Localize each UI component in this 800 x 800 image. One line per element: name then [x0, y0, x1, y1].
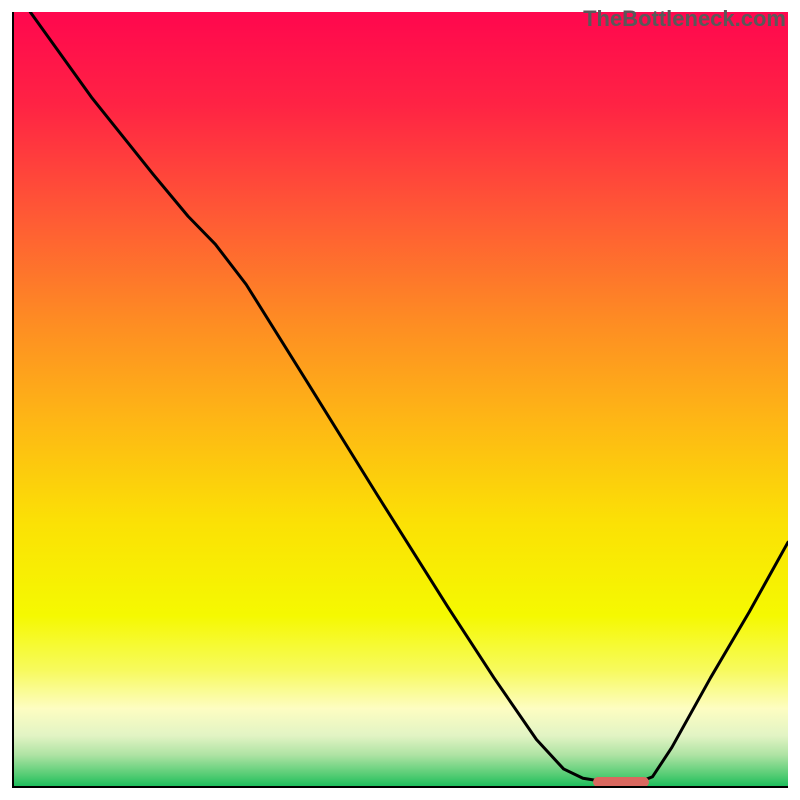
bottleneck-chart [12, 12, 788, 788]
performance-curve [14, 12, 788, 786]
watermark-text: TheBottleneck.com [583, 6, 786, 32]
optimal-marker [593, 777, 649, 787]
